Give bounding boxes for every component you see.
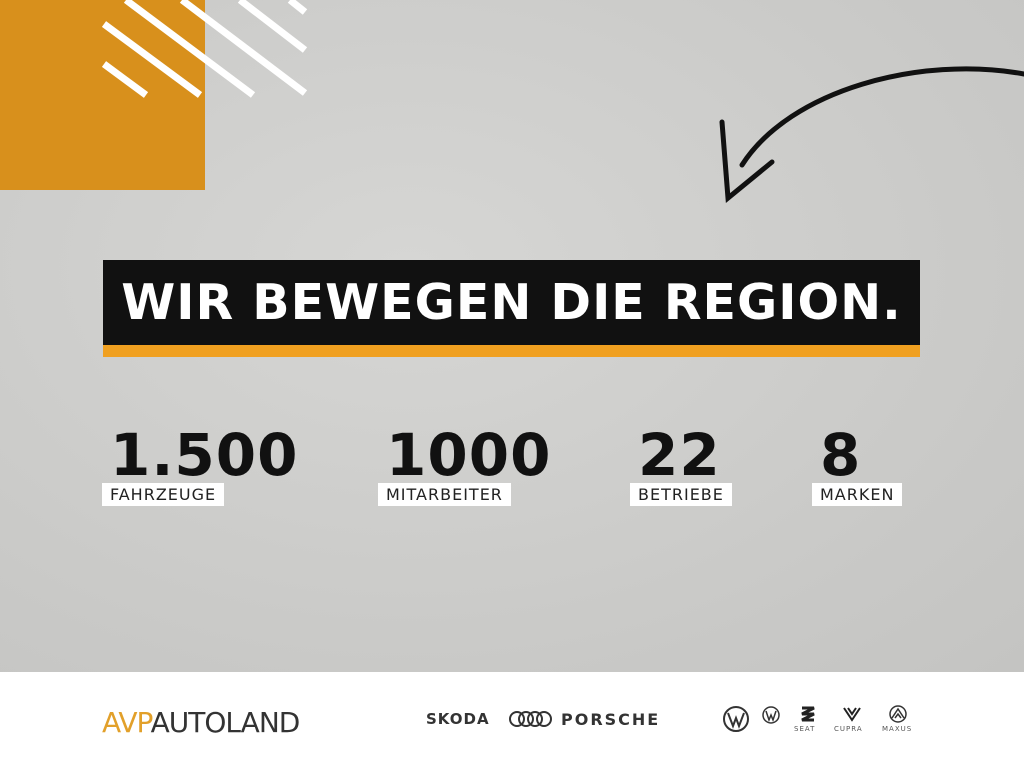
headline-underline [103, 345, 920, 357]
headline: WIR BEWEGEN DIE REGION. [103, 260, 920, 345]
skoda-logo: SKODA [426, 710, 490, 728]
maxus-logo-icon [889, 705, 907, 723]
footer [0, 672, 1024, 768]
stat-value: 22 [638, 421, 721, 489]
audi-rings-icon [509, 711, 552, 727]
curved-arrow-icon [719, 66, 1024, 203]
stat-value: 1.500 [110, 421, 299, 489]
avp-autoland-logo: AVPAUTOLAND [102, 706, 300, 739]
seat-label: SEAT [794, 725, 816, 733]
cupra-label: CUPRA [834, 725, 863, 733]
stat-label: MARKEN [812, 483, 903, 506]
cupra-logo-icon [843, 707, 861, 722]
porsche-logo: PORSCHE [561, 710, 661, 729]
maxus-label: MAXUS [882, 725, 913, 733]
decorations [101, 0, 1024, 203]
stat-vehicles: 1.500 FAHRZEUGE [102, 421, 299, 506]
stat-locations: 22 BETRIEBE [630, 421, 732, 506]
volkswagen-logo-icon [723, 706, 749, 732]
diagonal-stripes [101, 0, 308, 98]
stat-value: 1000 [386, 421, 552, 489]
seat-logo-icon [801, 706, 815, 722]
stat-label: BETRIEBE [630, 483, 732, 506]
stat-label: FAHRZEUGE [102, 483, 225, 506]
headline-banner: WIR BEWEGEN DIE REGION. [103, 260, 920, 357]
stat-brands: 8 MARKEN [812, 421, 903, 506]
vw-nutzfahrzeuge-logo-icon [762, 706, 780, 724]
stat-employees: 1000 MITARBEITER [378, 421, 552, 506]
stat-label: MITARBEITER [378, 483, 511, 506]
stat-value: 8 [820, 421, 862, 489]
